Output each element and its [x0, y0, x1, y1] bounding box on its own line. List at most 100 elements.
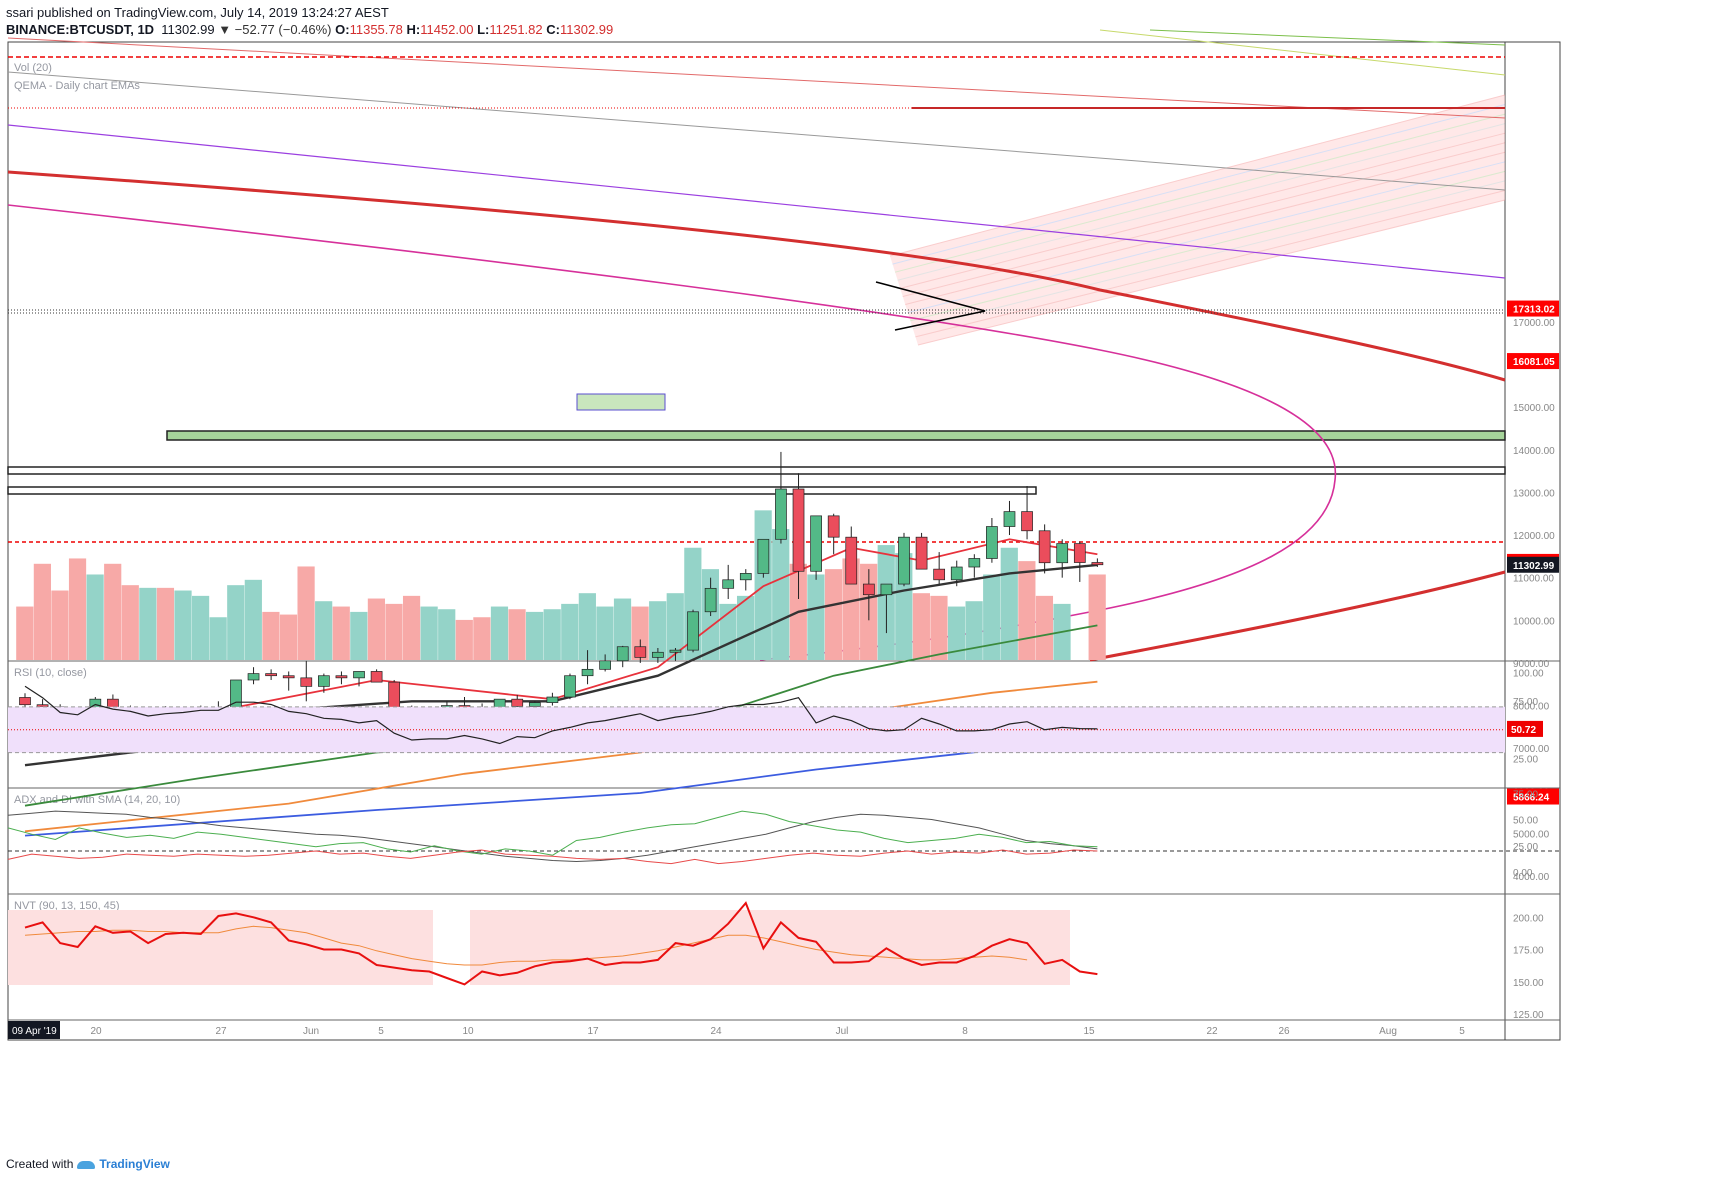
date-tick-label: 24: [710, 1026, 722, 1037]
volume-bar: [965, 601, 983, 660]
nvt-shade-left: [8, 910, 433, 985]
channel-line: [917, 199, 1506, 346]
date-tick-label: 15: [1083, 1026, 1095, 1037]
volume-bar: [1000, 547, 1018, 660]
ema-long-gray: [7, 71, 1506, 191]
volume-bar: [649, 601, 667, 660]
volume-bar: [438, 609, 456, 660]
date-tick-label: Jun: [303, 1026, 319, 1037]
consolidation-box: [576, 393, 666, 411]
ema-long-olive: [1099, 29, 1506, 76]
moving-average-line: [24, 538, 1098, 732]
price-pane: 4000.005000.006000.007000.008000.009000.…: [7, 29, 1559, 883]
volume-bar: [332, 606, 350, 660]
volume-bar: [262, 611, 280, 660]
price-label-text: 16081.05: [1513, 357, 1555, 368]
volume-bar: [983, 574, 1001, 660]
candle-body: [845, 536, 858, 585]
date-tick-label: 8: [962, 1026, 968, 1037]
candle-body: [862, 583, 875, 596]
close-label: C:: [546, 22, 560, 37]
price-label-text: 17313.02: [1513, 305, 1555, 316]
nvt-tick-label: 175.00: [1513, 946, 1544, 957]
candle-body: [704, 587, 717, 613]
volume-bar: [227, 585, 245, 660]
candle-body: [915, 536, 928, 570]
volume-bar: [508, 609, 526, 660]
price-label-text: 11302.99: [1513, 561, 1555, 572]
price-tick-label: 5000.00: [1513, 829, 1550, 840]
candle-body: [792, 488, 805, 572]
range-box-lower: [7, 486, 1037, 495]
date-start-box: [8, 1021, 60, 1039]
chart-frame: [7, 41, 1561, 1041]
candle-body: [511, 698, 524, 707]
channel-line: [905, 151, 1506, 306]
volume-bar: [772, 529, 790, 660]
low-label: L:: [477, 22, 490, 37]
nvt-tick-label: 125.00: [1513, 1010, 1544, 1021]
volume-bar: [174, 590, 192, 660]
channel-line: [889, 94, 1506, 257]
rsi-value-box: [1507, 720, 1543, 737]
date-tick-label: Aug: [1379, 1026, 1397, 1037]
volume-bar: [86, 574, 104, 660]
volume-bar: [473, 617, 491, 660]
candle-body: [546, 696, 559, 703]
date-tick-label: 20: [90, 1026, 102, 1037]
rsi-tick-label: 75.00: [1513, 697, 1538, 708]
date-tick-label: 10: [462, 1026, 474, 1037]
volume-bar: [596, 606, 614, 660]
channel-line: [900, 132, 1506, 289]
channel-line: [897, 123, 1506, 281]
channel-line: [892, 104, 1506, 265]
rsi-line: [24, 685, 1098, 745]
candle-body: [880, 583, 893, 596]
symbol-name: BINANCE:BTCUSDT, 1D: [6, 22, 155, 37]
volume-bar: [947, 606, 966, 660]
channel-fill: [890, 95, 1505, 345]
volume-bar: [139, 587, 157, 660]
candle-body: [1073, 543, 1086, 563]
adx-line: [7, 849, 1098, 865]
volume-bar: [807, 574, 825, 660]
adx-tick-label: 25.00: [1513, 842, 1538, 853]
candle-body: [933, 568, 946, 581]
adx-tick-label: 50.00: [1513, 816, 1538, 827]
volume-bar: [367, 598, 385, 660]
candle-body: [986, 526, 998, 559]
candle-body: [722, 579, 735, 589]
volume-bar: [402, 595, 421, 660]
volume-bar: [420, 606, 438, 660]
candle-body: [1038, 530, 1051, 564]
adx-tick-label: 75.00: [1513, 789, 1538, 800]
volume-bar: [385, 603, 403, 660]
candle-body: [1056, 543, 1069, 564]
price-tick-label: 9000.00: [1513, 659, 1550, 670]
price-label-box: [1507, 353, 1559, 370]
price-tick-label: 17000.00: [1513, 318, 1555, 329]
channel-line: [894, 113, 1506, 273]
adx-pane: 0.00 25.00 50.00 75.00: [7, 789, 1560, 879]
footer: Created with TradingView: [6, 1157, 170, 1171]
candle-body: [1091, 562, 1104, 566]
chart-header: ssari published on TradingView.com, July…: [6, 4, 613, 38]
trendline-red-lower: [1089, 570, 1506, 662]
price-tick-label: 15000.00: [1513, 403, 1555, 414]
price-label-text: 5866.24: [1513, 793, 1550, 804]
candle-body: [652, 651, 664, 658]
volume-bar: [16, 606, 34, 660]
nvt-shade-right: [470, 910, 1070, 985]
range-box-upper: [7, 466, 1506, 475]
volume-bar: [104, 563, 122, 660]
open-label: O:: [335, 22, 350, 37]
candle-body: [265, 673, 277, 677]
volume-bar: [824, 569, 843, 660]
ema-long-red: [7, 37, 1506, 119]
date-tick-label: Jul: [836, 1026, 849, 1037]
candle-body: [1021, 511, 1033, 532]
candle-body: [757, 538, 770, 574]
candle-body: [616, 646, 629, 662]
